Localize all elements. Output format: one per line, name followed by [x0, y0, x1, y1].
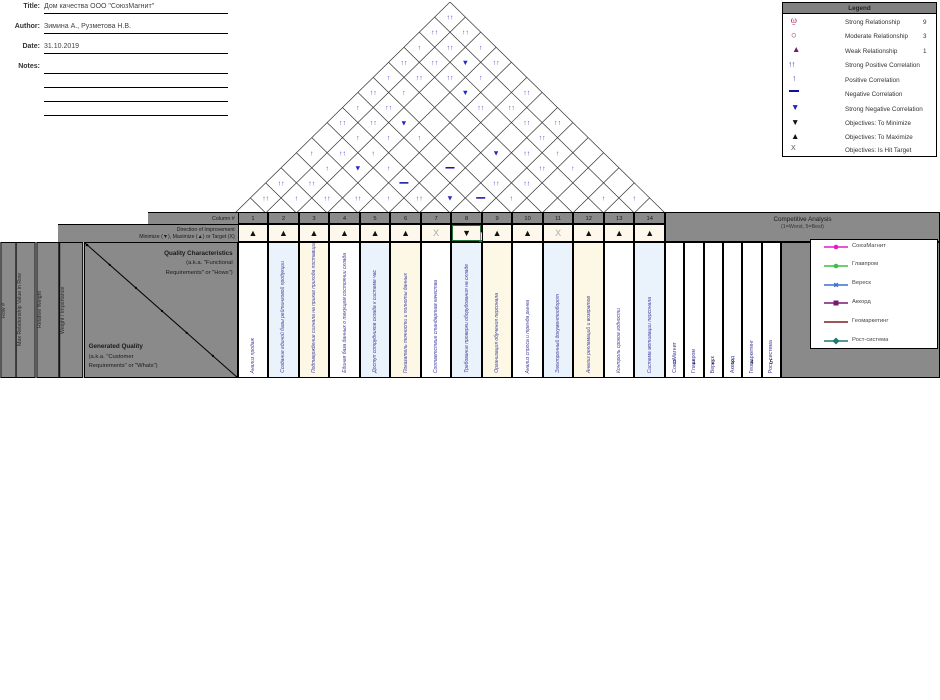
- svg-text:↑: ↑: [356, 135, 360, 142]
- svg-text:▼: ▼: [462, 58, 469, 67]
- svg-text:↑: ↑: [479, 75, 483, 82]
- svg-text:↑↑: ↑↑: [416, 195, 423, 202]
- svg-text:↑: ↑: [571, 165, 575, 172]
- svg-text:↑↑: ↑↑: [370, 90, 377, 97]
- svg-text:↑↑: ↑↑: [539, 165, 546, 172]
- svg-text:▼: ▼: [446, 194, 453, 203]
- svg-text:↑↑: ↑↑: [508, 105, 515, 112]
- svg-text:▼: ▼: [400, 118, 407, 127]
- svg-text:↑: ↑: [371, 150, 375, 157]
- svg-text:↑↑: ↑↑: [447, 15, 454, 22]
- svg-text:↑: ↑: [418, 135, 422, 142]
- svg-text:↑↑: ↑↑: [431, 60, 438, 67]
- svg-text:↑↑: ↑↑: [324, 195, 331, 202]
- svg-text:↑: ↑: [510, 195, 514, 202]
- svg-text:▼: ▼: [462, 88, 469, 97]
- svg-text:↑: ↑: [295, 195, 299, 202]
- svg-text:▼: ▼: [354, 164, 361, 173]
- svg-text:↑↑: ↑↑: [308, 180, 315, 187]
- svg-text:↑↑: ↑↑: [477, 105, 484, 112]
- svg-text:↑↑: ↑↑: [447, 75, 454, 82]
- svg-text:↑: ↑: [556, 150, 560, 157]
- svg-text:↑↑: ↑↑: [278, 180, 285, 187]
- svg-text:↑↑: ↑↑: [339, 150, 346, 157]
- svg-text:↑: ↑: [387, 75, 391, 82]
- svg-text:↑↑: ↑↑: [523, 150, 530, 157]
- svg-text:↑↑: ↑↑: [493, 60, 500, 67]
- svg-text:↑: ↑: [356, 105, 360, 112]
- svg-text:↑: ↑: [418, 45, 422, 52]
- svg-text:↑↑: ↑↑: [523, 180, 530, 187]
- svg-text:↑↑: ↑↑: [339, 120, 346, 127]
- svg-text:↑↑: ↑↑: [523, 90, 530, 97]
- svg-text:↑↑: ↑↑: [447, 45, 454, 52]
- svg-text:↑: ↑: [310, 150, 314, 157]
- svg-text:↑↑: ↑↑: [262, 195, 269, 202]
- svg-text:↑: ↑: [387, 165, 391, 172]
- svg-text:↑↑: ↑↑: [354, 195, 361, 202]
- svg-text:↑↑: ↑↑: [539, 135, 546, 142]
- svg-text:↑↑: ↑↑: [416, 75, 423, 82]
- svg-text:↑↑: ↑↑: [493, 180, 500, 187]
- svg-text:↑: ↑: [402, 90, 406, 97]
- svg-text:↑↑: ↑↑: [431, 30, 438, 37]
- svg-text:↑↑: ↑↑: [400, 60, 407, 67]
- svg-text:↑: ↑: [633, 195, 637, 202]
- svg-text:▼: ▼: [492, 149, 499, 158]
- svg-text:↑↑: ↑↑: [523, 120, 530, 127]
- svg-text:↑: ↑: [387, 135, 391, 142]
- svg-text:↑↑: ↑↑: [370, 120, 377, 127]
- svg-text:↑: ↑: [325, 165, 329, 172]
- svg-text:↑↑: ↑↑: [385, 105, 392, 112]
- svg-text:↑↑: ↑↑: [462, 30, 469, 37]
- svg-text:↑: ↑: [602, 195, 606, 202]
- svg-text:↑: ↑: [479, 45, 483, 52]
- svg-text:↑: ↑: [387, 195, 391, 202]
- svg-text:↑↑: ↑↑: [554, 120, 561, 127]
